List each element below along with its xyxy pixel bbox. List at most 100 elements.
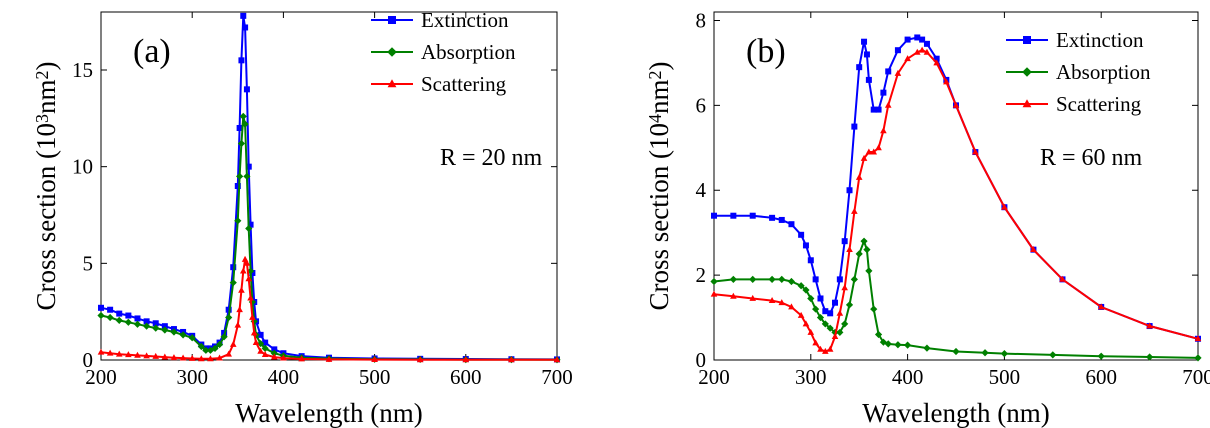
data-point xyxy=(841,238,848,245)
data-point xyxy=(229,279,237,287)
data-point xyxy=(143,318,150,325)
data-point xyxy=(1059,275,1066,282)
y-tick-label: 15 xyxy=(72,58,93,82)
data-point xyxy=(116,310,123,317)
data-point xyxy=(923,48,931,55)
data-point xyxy=(245,275,253,282)
legend-marker xyxy=(387,79,397,88)
annotation-radius: R = 20 nm xyxy=(440,145,543,171)
x-tick-label: 300 xyxy=(795,365,827,389)
data-point xyxy=(462,356,470,363)
data-point xyxy=(870,148,878,155)
data-point xyxy=(846,246,853,253)
y-axis-label-superscript: 2 xyxy=(645,71,665,80)
data-point xyxy=(788,221,795,228)
series-line xyxy=(713,49,1199,353)
data-point xyxy=(827,310,834,317)
legend-marker xyxy=(1022,99,1032,108)
data-point xyxy=(238,286,245,293)
data-point xyxy=(832,299,838,306)
data-point xyxy=(211,344,219,352)
data-point xyxy=(875,106,882,113)
series-line xyxy=(713,238,1199,359)
data-point xyxy=(107,306,114,313)
data-point xyxy=(188,334,196,342)
data-point xyxy=(143,322,151,330)
data-point xyxy=(245,163,252,170)
x-tick-label: 500 xyxy=(989,365,1021,389)
data-point xyxy=(919,36,926,43)
data-point xyxy=(239,267,247,274)
x-tick-label: 400 xyxy=(892,365,924,389)
data-point xyxy=(245,224,253,233)
data-point xyxy=(198,355,205,362)
data-point xyxy=(125,312,132,319)
data-point xyxy=(188,354,196,361)
data-point xyxy=(904,341,912,349)
data-point xyxy=(261,344,269,352)
data-point xyxy=(229,340,237,347)
legend-marker xyxy=(1023,36,1031,44)
data-point xyxy=(841,284,848,291)
y-axis-label-part: ) xyxy=(31,62,61,71)
data-point xyxy=(769,214,776,221)
data-point xyxy=(1194,354,1202,362)
data-point xyxy=(161,353,169,360)
y-axis-label-part: Cross section (10 xyxy=(31,123,61,310)
y-tick-label: 10 xyxy=(72,155,93,179)
y-tick-label: 6 xyxy=(696,93,707,117)
legend: Extinction Absorption Scattering xyxy=(1006,28,1151,116)
y-tick-label: 8 xyxy=(696,8,707,32)
y-tick-label: 4 xyxy=(696,178,707,202)
data-point xyxy=(778,216,785,223)
data-point xyxy=(225,350,232,357)
data-point xyxy=(1097,303,1105,310)
data-point xyxy=(855,250,863,258)
x-tick-label: 200 xyxy=(85,365,117,389)
data-point xyxy=(914,34,921,41)
data-point xyxy=(831,333,839,340)
data-point xyxy=(152,324,160,332)
data-point xyxy=(822,347,829,354)
data-point xyxy=(880,89,887,96)
data-point xyxy=(237,139,246,148)
data-point xyxy=(371,356,378,363)
data-point xyxy=(1097,352,1105,360)
x-tick-label: 500 xyxy=(359,365,391,389)
data-point xyxy=(115,316,123,324)
x-tick-label: 700 xyxy=(1182,365,1210,389)
data-point xyxy=(797,311,805,318)
data-point xyxy=(197,342,205,351)
data-point xyxy=(170,328,178,336)
data-point xyxy=(207,355,214,362)
data-point xyxy=(802,286,810,294)
series-scattering xyxy=(97,255,561,363)
data-point xyxy=(124,318,132,326)
legend-entry: Absorption xyxy=(1056,60,1151,84)
data-point xyxy=(870,106,877,113)
data-point xyxy=(1146,322,1153,329)
data-point xyxy=(215,340,224,349)
data-point xyxy=(860,237,868,245)
data-point xyxy=(161,326,169,334)
series-absorption xyxy=(710,237,1202,362)
data-point xyxy=(730,212,737,219)
data-point xyxy=(710,277,718,286)
data-point xyxy=(918,46,926,53)
data-point xyxy=(234,183,241,189)
legend-marker xyxy=(387,47,397,57)
x-tick-label: 400 xyxy=(268,365,300,389)
data-point xyxy=(894,47,901,54)
y-tick-label: 5 xyxy=(83,251,94,275)
data-point xyxy=(257,339,265,348)
data-point xyxy=(822,308,829,315)
data-point xyxy=(730,292,737,299)
y-axis-label-part: nm xyxy=(644,80,674,115)
data-point xyxy=(855,173,863,180)
data-point xyxy=(826,345,834,352)
data-point xyxy=(879,338,887,346)
data-point xyxy=(836,276,843,283)
data-point xyxy=(97,311,105,320)
data-point xyxy=(270,353,278,360)
data-point xyxy=(875,144,882,151)
